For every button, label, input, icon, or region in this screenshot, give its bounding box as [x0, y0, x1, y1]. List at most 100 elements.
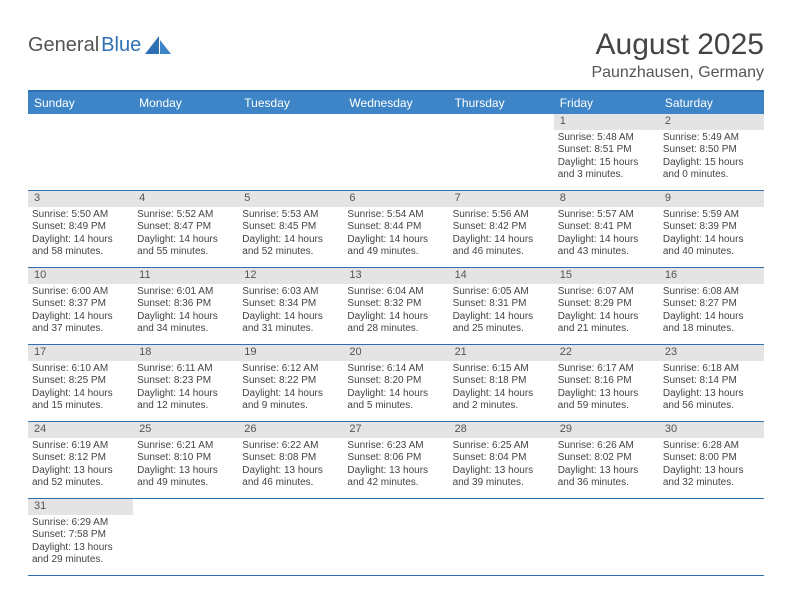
calendar-cell: 15Sunrise: 6:07 AMSunset: 8:29 PMDayligh… — [554, 268, 659, 344]
day-body: Sunrise: 5:56 AMSunset: 8:42 PMDaylight:… — [449, 207, 554, 263]
sunset-text: Sunset: 8:20 PM — [347, 375, 444, 388]
daylight-text: Daylight: 13 hours and 29 minutes. — [32, 542, 129, 567]
sunset-text: Sunset: 8:06 PM — [347, 452, 444, 465]
day-number: 9 — [659, 191, 764, 207]
calendar-cell: 5Sunrise: 5:53 AMSunset: 8:45 PMDaylight… — [238, 191, 343, 267]
sunset-text: Sunset: 8:29 PM — [558, 298, 655, 311]
sunrise-text: Sunrise: 5:49 AM — [663, 132, 760, 145]
daylight-text: Daylight: 14 hours and 52 minutes. — [242, 234, 339, 259]
day-body: Sunrise: 6:26 AMSunset: 8:02 PMDaylight:… — [554, 438, 659, 494]
day-body: Sunrise: 6:25 AMSunset: 8:04 PMDaylight:… — [449, 438, 554, 494]
weekday-header: Sunday — [28, 92, 133, 114]
daylight-text: Daylight: 14 hours and 40 minutes. — [663, 234, 760, 259]
daylight-text: Daylight: 14 hours and 9 minutes. — [242, 388, 339, 413]
day-body: Sunrise: 6:07 AMSunset: 8:29 PMDaylight:… — [554, 284, 659, 340]
daylight-text: Daylight: 14 hours and 43 minutes. — [558, 234, 655, 259]
daylight-text: Daylight: 13 hours and 42 minutes. — [347, 465, 444, 490]
calendar-cell-empty — [133, 499, 238, 575]
calendar-cell: 20Sunrise: 6:14 AMSunset: 8:20 PMDayligh… — [343, 345, 448, 421]
sunset-text: Sunset: 8:18 PM — [453, 375, 550, 388]
calendar-cell: 1Sunrise: 5:48 AMSunset: 8:51 PMDaylight… — [554, 114, 659, 190]
calendar-cell: 17Sunrise: 6:10 AMSunset: 8:25 PMDayligh… — [28, 345, 133, 421]
day-number: 3 — [28, 191, 133, 207]
daylight-text: Daylight: 13 hours and 49 minutes. — [137, 465, 234, 490]
calendar-cell: 28Sunrise: 6:25 AMSunset: 8:04 PMDayligh… — [449, 422, 554, 498]
sunset-text: Sunset: 8:45 PM — [242, 221, 339, 234]
day-body: Sunrise: 5:50 AMSunset: 8:49 PMDaylight:… — [28, 207, 133, 263]
calendar-cell: 29Sunrise: 6:26 AMSunset: 8:02 PMDayligh… — [554, 422, 659, 498]
daylight-text: Daylight: 14 hours and 25 minutes. — [453, 311, 550, 336]
daylight-text: Daylight: 14 hours and 34 minutes. — [137, 311, 234, 336]
day-body: Sunrise: 5:59 AMSunset: 8:39 PMDaylight:… — [659, 207, 764, 263]
logo-text-dark: General — [28, 34, 99, 57]
day-number: 27 — [343, 422, 448, 438]
day-number: 21 — [449, 345, 554, 361]
day-body: Sunrise: 5:57 AMSunset: 8:41 PMDaylight:… — [554, 207, 659, 263]
daylight-text: Daylight: 13 hours and 39 minutes. — [453, 465, 550, 490]
sunrise-text: Sunrise: 6:01 AM — [137, 286, 234, 299]
day-number: 12 — [238, 268, 343, 284]
sunrise-text: Sunrise: 6:17 AM — [558, 363, 655, 376]
day-body: Sunrise: 5:53 AMSunset: 8:45 PMDaylight:… — [238, 207, 343, 263]
day-body — [238, 501, 343, 507]
sunset-text: Sunset: 8:14 PM — [663, 375, 760, 388]
calendar-cell: 19Sunrise: 6:12 AMSunset: 8:22 PMDayligh… — [238, 345, 343, 421]
calendar-cell: 11Sunrise: 6:01 AMSunset: 8:36 PMDayligh… — [133, 268, 238, 344]
daylight-text: Daylight: 13 hours and 46 minutes. — [242, 465, 339, 490]
calendar-cell: 27Sunrise: 6:23 AMSunset: 8:06 PMDayligh… — [343, 422, 448, 498]
day-body — [238, 116, 343, 122]
logo-sail-icon — [145, 36, 171, 56]
calendar-cell: 16Sunrise: 6:08 AMSunset: 8:27 PMDayligh… — [659, 268, 764, 344]
sunrise-text: Sunrise: 6:26 AM — [558, 440, 655, 453]
day-body: Sunrise: 6:19 AMSunset: 8:12 PMDaylight:… — [28, 438, 133, 494]
calendar-cell: 26Sunrise: 6:22 AMSunset: 8:08 PMDayligh… — [238, 422, 343, 498]
daylight-text: Daylight: 14 hours and 21 minutes. — [558, 311, 655, 336]
day-number: 28 — [449, 422, 554, 438]
calendar-cell-empty — [238, 499, 343, 575]
calendar-cell-empty — [133, 114, 238, 190]
day-number: 1 — [554, 114, 659, 130]
day-body: Sunrise: 6:22 AMSunset: 8:08 PMDaylight:… — [238, 438, 343, 494]
calendar-cell: 30Sunrise: 6:28 AMSunset: 8:00 PMDayligh… — [659, 422, 764, 498]
day-body: Sunrise: 6:23 AMSunset: 8:06 PMDaylight:… — [343, 438, 448, 494]
day-body: Sunrise: 6:04 AMSunset: 8:32 PMDaylight:… — [343, 284, 448, 340]
sunset-text: Sunset: 8:25 PM — [32, 375, 129, 388]
daylight-text: Daylight: 15 hours and 3 minutes. — [558, 157, 655, 182]
daylight-text: Daylight: 14 hours and 5 minutes. — [347, 388, 444, 413]
sunrise-text: Sunrise: 6:10 AM — [32, 363, 129, 376]
sunrise-text: Sunrise: 6:22 AM — [242, 440, 339, 453]
sunset-text: Sunset: 8:22 PM — [242, 375, 339, 388]
sunrise-text: Sunrise: 6:00 AM — [32, 286, 129, 299]
calendar-cell: 14Sunrise: 6:05 AMSunset: 8:31 PMDayligh… — [449, 268, 554, 344]
sunrise-text: Sunrise: 5:53 AM — [242, 209, 339, 222]
day-body — [343, 501, 448, 507]
sunset-text: Sunset: 8:10 PM — [137, 452, 234, 465]
day-body: Sunrise: 6:17 AMSunset: 8:16 PMDaylight:… — [554, 361, 659, 417]
sunset-text: Sunset: 8:00 PM — [663, 452, 760, 465]
day-body: Sunrise: 6:21 AMSunset: 8:10 PMDaylight:… — [133, 438, 238, 494]
sunrise-text: Sunrise: 5:59 AM — [663, 209, 760, 222]
day-number: 15 — [554, 268, 659, 284]
day-body: Sunrise: 6:08 AMSunset: 8:27 PMDaylight:… — [659, 284, 764, 340]
day-body — [133, 501, 238, 507]
day-body — [449, 116, 554, 122]
sunrise-text: Sunrise: 5:52 AM — [137, 209, 234, 222]
day-body: Sunrise: 5:48 AMSunset: 8:51 PMDaylight:… — [554, 130, 659, 186]
sunset-text: Sunset: 8:32 PM — [347, 298, 444, 311]
day-body: Sunrise: 6:00 AMSunset: 8:37 PMDaylight:… — [28, 284, 133, 340]
calendar: SundayMondayTuesdayWednesdayThursdayFrid… — [28, 90, 764, 576]
day-number: 22 — [554, 345, 659, 361]
daylight-text: Daylight: 14 hours and 58 minutes. — [32, 234, 129, 259]
sunrise-text: Sunrise: 6:07 AM — [558, 286, 655, 299]
calendar-cell: 25Sunrise: 6:21 AMSunset: 8:10 PMDayligh… — [133, 422, 238, 498]
calendar-cell: 3Sunrise: 5:50 AMSunset: 8:49 PMDaylight… — [28, 191, 133, 267]
logo-text-blue: Blue — [101, 34, 141, 57]
title-block: August 2025 Paunzhausen, Germany — [591, 28, 764, 82]
sunset-text: Sunset: 8:23 PM — [137, 375, 234, 388]
sunrise-text: Sunrise: 6:11 AM — [137, 363, 234, 376]
sunrise-text: Sunrise: 6:23 AM — [347, 440, 444, 453]
sunset-text: Sunset: 7:58 PM — [32, 529, 129, 542]
day-number: 23 — [659, 345, 764, 361]
day-number: 26 — [238, 422, 343, 438]
day-body: Sunrise: 6:11 AMSunset: 8:23 PMDaylight:… — [133, 361, 238, 417]
